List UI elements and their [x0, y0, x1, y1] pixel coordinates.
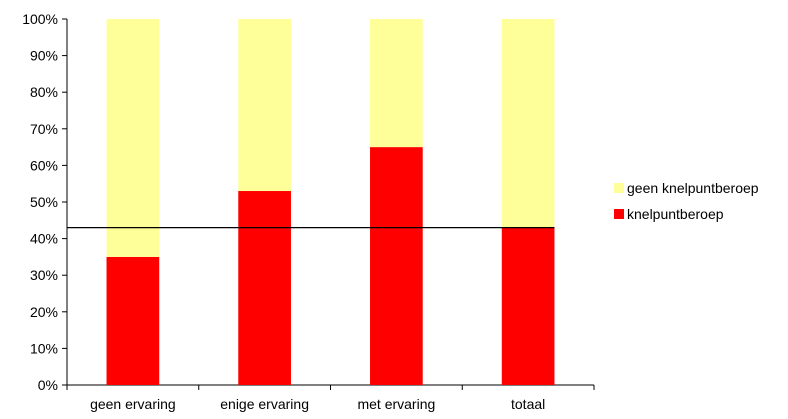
y-axis: 0% 10% 20% 30% 40% 50% 60% 70% 80% 90% 100% — [22, 11, 68, 393]
bar-segment-geen-knelpuntberoep — [501, 19, 555, 228]
y-tick-label: 30% — [30, 267, 58, 283]
legend-label: geen knelpuntberoep — [627, 180, 759, 196]
bar-segment-geen-knelpuntberoep — [238, 19, 291, 192]
y-tick-label: 50% — [30, 194, 58, 210]
x-axis: geen ervaring enige ervaring met ervaring t… — [66, 384, 595, 412]
y-tick-label: 20% — [30, 304, 58, 320]
y-tick-label: 0% — [38, 377, 58, 393]
legend-swatch — [614, 209, 624, 219]
y-tick-label: 10% — [30, 340, 58, 356]
bar-segment-geen-knelpuntberoep — [106, 19, 160, 257]
legend: geen knelpuntberoep knelpuntberoep — [614, 180, 759, 222]
y-tick-label: 90% — [30, 48, 58, 64]
bar-segment-knelpuntberoep — [370, 147, 423, 385]
y-tick-label: 40% — [30, 231, 58, 247]
bars — [106, 19, 555, 385]
legend-swatch — [614, 183, 624, 193]
x-tick-label: met ervaring — [357, 396, 435, 412]
bar-segment-knelpuntberoep — [238, 191, 291, 385]
x-tick-label: enige ervaring — [220, 396, 309, 412]
bar-segment-knelpuntberoep — [501, 227, 555, 385]
y-tick-label: 100% — [22, 11, 58, 27]
legend-label: knelpuntberoep — [627, 206, 724, 222]
y-tick-label: 60% — [30, 157, 58, 173]
x-tick-label: geen ervaring — [90, 396, 176, 412]
bar-segment-geen-knelpuntberoep — [370, 19, 423, 148]
y-tick-label: 70% — [30, 121, 58, 137]
bar-segment-knelpuntberoep — [106, 256, 160, 385]
y-tick-label: 80% — [30, 84, 58, 100]
x-tick-label: totaal — [511, 396, 545, 412]
